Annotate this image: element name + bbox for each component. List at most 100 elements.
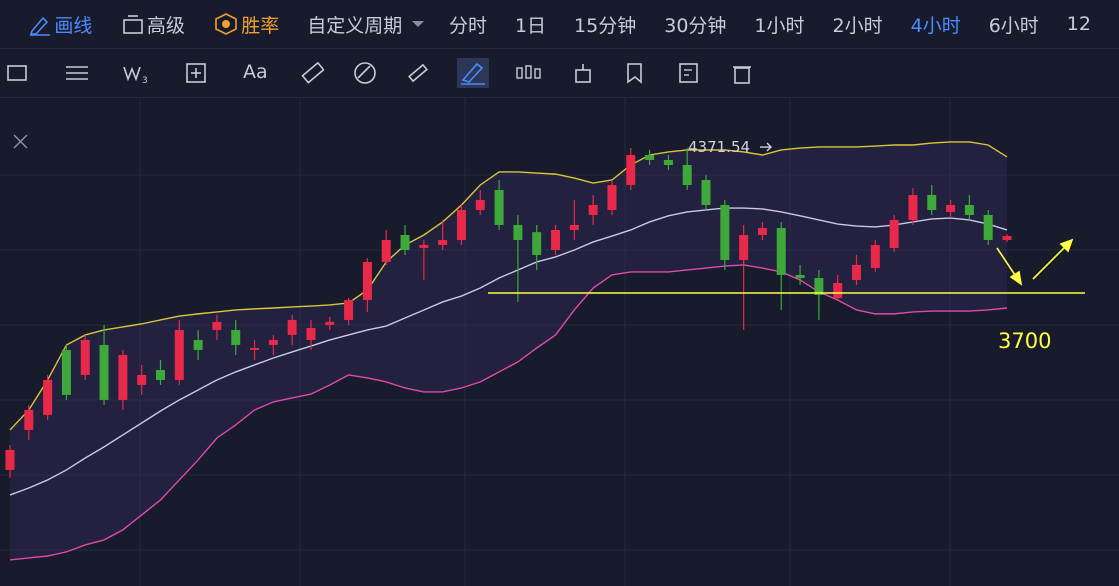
layout-icon bbox=[123, 15, 144, 34]
candle-body bbox=[494, 189, 504, 225]
candle-body bbox=[983, 214, 993, 240]
wave-tool[interactable]: 3 bbox=[122, 61, 152, 85]
candle-body bbox=[43, 379, 53, 415]
ruler-tool[interactable] bbox=[300, 61, 324, 85]
candle-body bbox=[193, 339, 203, 350]
toolbar-item[interactable]: 高级 bbox=[146, 14, 185, 37]
svg-text:3: 3 bbox=[142, 76, 148, 85]
candle-body bbox=[889, 219, 899, 249]
candle-body bbox=[645, 154, 655, 160]
candle-body bbox=[155, 369, 165, 380]
toolbar-item[interactable]: 30分钟 bbox=[664, 14, 727, 37]
candle-body bbox=[344, 299, 354, 320]
candle-body bbox=[268, 339, 278, 345]
candle-body bbox=[24, 409, 34, 430]
toolbar-item[interactable]: 4小时 bbox=[910, 14, 961, 37]
candle-body bbox=[137, 374, 147, 385]
max-price-label: 4371.54 bbox=[688, 138, 750, 156]
candle-body bbox=[946, 204, 956, 212]
eraser-tool[interactable] bbox=[353, 61, 377, 85]
candle-body bbox=[231, 329, 241, 345]
toolbar-item[interactable]: 2小时 bbox=[832, 14, 883, 37]
candle-body bbox=[325, 321, 335, 325]
level-label: 3700 bbox=[998, 329, 1051, 353]
candle-body bbox=[870, 244, 880, 269]
lines-tool[interactable] bbox=[64, 61, 94, 85]
candle-body bbox=[551, 229, 561, 250]
candle-body bbox=[306, 328, 316, 340]
candle-body bbox=[456, 209, 466, 240]
candle-body bbox=[682, 164, 692, 185]
toolbar-item[interactable]: 12 bbox=[1066, 13, 1091, 35]
toolbar-item[interactable]: 自定义周期 bbox=[307, 14, 403, 37]
rect-tool[interactable] bbox=[6, 61, 30, 85]
candle-body bbox=[757, 228, 767, 235]
win-rate-icon bbox=[215, 13, 237, 35]
candle-body bbox=[852, 264, 862, 280]
chart: 3700 4371.54 bbox=[0, 98, 1119, 586]
candle-body bbox=[833, 283, 843, 299]
candle-body bbox=[513, 224, 523, 240]
candle-body bbox=[927, 194, 937, 210]
candle-body bbox=[212, 321, 222, 330]
close-indicator[interactable] bbox=[13, 134, 28, 149]
toolbar-item[interactable]: 画线 bbox=[54, 14, 93, 37]
candle-body bbox=[720, 204, 730, 260]
candle-body bbox=[5, 449, 15, 470]
candle-body bbox=[626, 154, 636, 185]
candle-body bbox=[607, 184, 617, 210]
measure-tool[interactable] bbox=[185, 61, 209, 85]
pen-tool[interactable] bbox=[406, 61, 430, 85]
candle-body bbox=[701, 179, 711, 205]
toolbar-item[interactable]: 6小时 bbox=[988, 14, 1039, 37]
toolbar-item[interactable]: 1小时 bbox=[754, 14, 805, 37]
candle-body bbox=[419, 244, 429, 249]
dropdown-caret bbox=[412, 21, 425, 27]
candle-body bbox=[908, 194, 918, 220]
candle-body bbox=[795, 274, 805, 279]
band-line bbox=[9, 141, 1008, 431]
toolbar-item[interactable]: 15分钟 bbox=[574, 14, 637, 37]
candle-body bbox=[118, 354, 128, 400]
trend-arrows bbox=[996, 238, 1074, 286]
candle-body bbox=[569, 224, 579, 230]
candle-body bbox=[61, 349, 71, 395]
candle-body bbox=[475, 199, 485, 210]
candle-body bbox=[964, 204, 974, 215]
toolbar-item[interactable]: 分时 bbox=[448, 14, 487, 37]
candle-body bbox=[381, 239, 391, 262]
candle-body bbox=[814, 278, 824, 295]
timeframe-bar: 画线 高级 胜率 自定义周期 分时 1日 15分钟 30分钟 1小时 2小时 4… bbox=[0, 0, 1119, 49]
text-tool[interactable]: Aa bbox=[243, 61, 268, 83]
brush-tool-active[interactable] bbox=[457, 58, 489, 88]
candle-body bbox=[400, 234, 410, 250]
edit-tool[interactable] bbox=[677, 61, 701, 85]
candle-body bbox=[739, 234, 749, 260]
candle-body bbox=[663, 159, 673, 165]
candle-body bbox=[362, 261, 372, 300]
band-line bbox=[9, 207, 1008, 496]
band-line bbox=[9, 264, 1008, 561]
candle-body bbox=[99, 344, 109, 400]
candle-body bbox=[174, 329, 184, 380]
bookmark-tool[interactable] bbox=[624, 61, 648, 85]
candle-body bbox=[776, 228, 786, 275]
toolbar-item[interactable]: 胜率 bbox=[241, 14, 280, 37]
delete-tool[interactable] bbox=[730, 61, 754, 85]
pencil-icon bbox=[29, 16, 50, 36]
plot: 3700 4371.54 bbox=[5, 138, 1085, 561]
candle-body bbox=[287, 319, 297, 335]
candle-body bbox=[1002, 236, 1012, 240]
candle-tool[interactable] bbox=[514, 61, 544, 85]
background-grid bbox=[0, 98, 1119, 586]
candle-body bbox=[438, 239, 448, 245]
candle-body bbox=[588, 204, 598, 215]
toolbar-item[interactable]: 1日 bbox=[514, 14, 547, 37]
band-fill bbox=[10, 141, 1007, 560]
max-price-arrow bbox=[760, 142, 772, 152]
candle-body bbox=[532, 232, 542, 255]
candle-body bbox=[250, 347, 260, 350]
lock-tool[interactable] bbox=[571, 61, 595, 85]
candle-body bbox=[80, 339, 90, 375]
